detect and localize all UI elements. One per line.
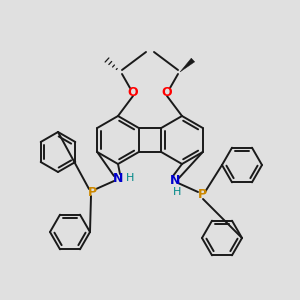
- Text: O: O: [128, 85, 138, 98]
- Text: N: N: [113, 172, 123, 184]
- Text: H: H: [126, 173, 134, 183]
- Polygon shape: [180, 58, 195, 72]
- Text: O: O: [162, 85, 172, 98]
- Text: P: P: [87, 185, 97, 199]
- Text: N: N: [170, 173, 180, 187]
- Text: P: P: [197, 188, 207, 202]
- Text: H: H: [173, 187, 181, 197]
